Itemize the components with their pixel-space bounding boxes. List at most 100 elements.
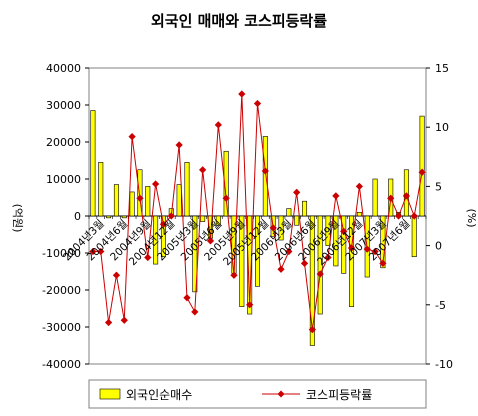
kospi-marker — [300, 259, 309, 267]
bar — [247, 215, 253, 315]
kospi-marker — [355, 182, 364, 191]
bar — [215, 215, 221, 226]
bar — [372, 178, 378, 217]
bar — [200, 215, 206, 222]
left-tick-label: -10000 — [42, 247, 81, 260]
kospi-marker — [214, 121, 222, 129]
kospi-marker — [324, 253, 332, 262]
bar — [317, 215, 323, 315]
bar — [160, 215, 166, 258]
kospi-marker — [167, 212, 175, 220]
bar — [325, 215, 331, 246]
right-tick-label: 0 — [435, 240, 442, 253]
kospi-marker — [293, 188, 301, 196]
left-tick-label: -40000 — [42, 358, 81, 371]
kospi-marker — [410, 212, 418, 220]
right-axis-title: (%) — [465, 208, 478, 227]
kospi-marker — [97, 247, 105, 256]
kospi-marker — [191, 308, 199, 316]
kospi-marker — [246, 301, 254, 309]
kospi-marker — [394, 212, 403, 220]
kospi-marker — [89, 247, 97, 256]
kospi-marker — [151, 180, 160, 188]
bar — [137, 169, 143, 217]
kospi-marker — [379, 259, 387, 267]
kospi-marker — [183, 294, 191, 302]
left-tick-label: -30000 — [42, 321, 81, 334]
legend-label-line: 코스피등락률 — [306, 388, 372, 402]
bar — [255, 215, 260, 287]
kospi-marker — [347, 244, 356, 252]
kospi-marker — [230, 271, 238, 279]
right-tick-label: 10 — [435, 121, 449, 134]
left-tick-label: 20000 — [46, 136, 81, 149]
kospi-marker — [308, 326, 316, 334]
kospi-marker — [112, 271, 121, 279]
left-tick-label: 0 — [74, 210, 81, 223]
kospi-marker — [222, 194, 230, 202]
bar — [278, 215, 284, 241]
bar — [153, 215, 159, 265]
right-tick-label: -10 — [435, 358, 453, 371]
left-tick-label: 40000 — [46, 62, 81, 75]
bar — [98, 162, 104, 217]
bar — [419, 115, 425, 217]
bar — [145, 186, 151, 217]
kospi-marker — [316, 270, 324, 278]
kospi-marker — [363, 245, 371, 253]
legend-swatch-marker — [277, 390, 285, 398]
right-tick-label: -5 — [435, 299, 446, 312]
left-axis-title: (억원) — [11, 204, 24, 233]
legend-swatch-bar — [99, 388, 121, 400]
kospi-marker — [371, 247, 379, 256]
left-tick-label: -20000 — [42, 284, 81, 297]
bar — [192, 215, 198, 293]
right-tick-label: 15 — [435, 62, 449, 75]
bar — [341, 215, 347, 274]
bar — [411, 215, 417, 258]
kospi-marker — [199, 166, 207, 174]
left-tick-label: 10000 — [46, 173, 81, 186]
bar — [176, 184, 182, 217]
kospi-marker — [238, 90, 246, 98]
bar — [302, 200, 308, 217]
kospi-marker — [159, 220, 168, 228]
kospi-marker — [285, 247, 293, 256]
bar — [356, 212, 362, 217]
legend-label-bar: 외국인순매수 — [126, 388, 192, 402]
bar — [286, 208, 292, 217]
bar — [309, 215, 315, 346]
bar — [262, 136, 268, 217]
left-tick-label: 30000 — [46, 99, 81, 112]
bar — [184, 162, 190, 217]
kospi-marker — [144, 253, 152, 262]
kospi-marker — [253, 99, 262, 108]
bar — [333, 215, 339, 267]
bar — [223, 150, 229, 217]
bar — [349, 215, 355, 307]
kospi-marker — [387, 194, 395, 202]
chart-title: 외국인 매매와 코스피등락률 — [150, 12, 328, 30]
bar — [113, 184, 119, 217]
kospi-marker — [104, 318, 113, 327]
kospi-marker — [136, 194, 144, 202]
right-tick-label: 5 — [435, 180, 442, 193]
kospi-marker — [175, 141, 183, 149]
bar — [239, 215, 245, 307]
kospi-marker — [277, 265, 285, 273]
kospi-marker — [402, 192, 411, 200]
bar — [294, 215, 300, 226]
kospi-marker — [269, 224, 277, 232]
bar — [90, 110, 96, 217]
kospi-marker — [418, 168, 426, 176]
kospi-marker — [128, 133, 136, 141]
kospi-marker — [340, 227, 348, 236]
bar — [106, 215, 112, 219]
bar — [121, 215, 127, 219]
kospi-marker — [332, 192, 340, 200]
bar — [129, 191, 135, 217]
legend-box — [88, 379, 427, 409]
kospi-marker — [120, 316, 128, 324]
